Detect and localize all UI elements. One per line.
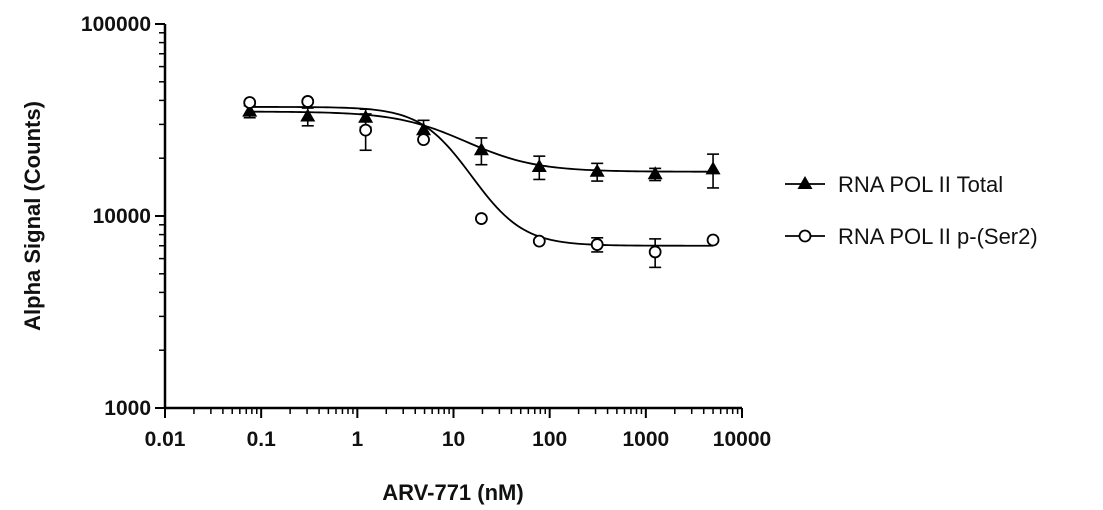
- ser2-point: [359, 123, 373, 137]
- total-point: [531, 158, 547, 173]
- total-point: [242, 103, 258, 117]
- total-point: [473, 142, 489, 156]
- ser2-point: [590, 238, 604, 251]
- legend-marker: [797, 175, 813, 190]
- ser2-point: [301, 95, 315, 108]
- ser2-point: [243, 96, 257, 109]
- ser2-point: [706, 233, 720, 247]
- y-axis-title: Alpha Signal (Counts): [20, 101, 45, 331]
- x-tick-label: 10: [442, 428, 465, 451]
- data-points: [242, 95, 721, 269]
- total-point: [647, 166, 663, 180]
- x-tick-label: 1: [351, 428, 363, 451]
- ser2-point: [648, 245, 662, 259]
- fit-curve: [249, 106, 714, 247]
- ser2-point: [532, 234, 546, 248]
- x-tick-label: 10000: [713, 428, 771, 451]
- total-point: [300, 108, 316, 122]
- axes: 0.01 0.1 1 10 100 1000 10000 1000 10000 100000: [81, 13, 771, 451]
- total-point: [589, 163, 605, 177]
- total-point: [705, 161, 721, 175]
- y-tick-label: 10000: [93, 205, 151, 228]
- legend: RNA POL II Total RNA POL II p-(Ser2): [785, 172, 1038, 249]
- x-tick-label: 1000: [622, 428, 669, 451]
- x-axis-title: ARV-771 (nM): [382, 480, 523, 505]
- x-tick-label: 0.1: [247, 428, 277, 451]
- ser2-point: [417, 133, 430, 146]
- x-tick-label: 100: [532, 428, 567, 451]
- legend-marker: [798, 229, 812, 243]
- x-tick-label: 0.01: [145, 428, 186, 451]
- legend-label: RNA POL II p-(Ser2): [838, 224, 1038, 249]
- y-tick-label: 100000: [81, 13, 151, 36]
- ser2-point: [474, 212, 488, 225]
- y-tick-label: 1000: [104, 397, 151, 420]
- legend-label: RNA POL II Total: [838, 172, 1003, 197]
